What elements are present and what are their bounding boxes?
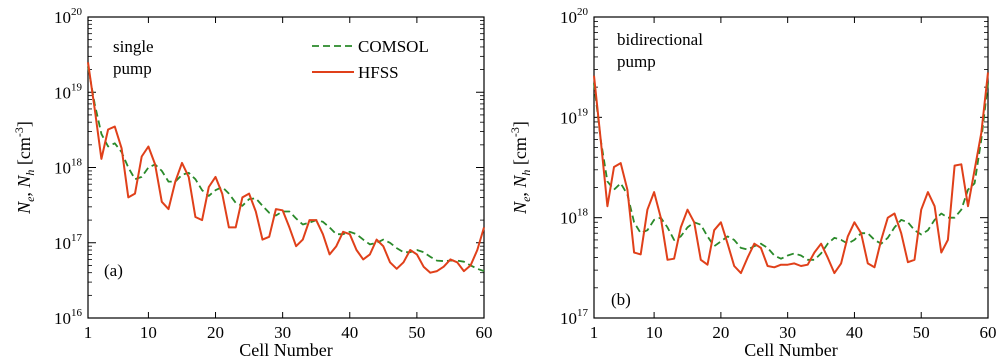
panel-label: (a) <box>104 261 123 280</box>
x-tick-label: 30 <box>779 323 796 342</box>
annotation-line: single <box>113 37 154 56</box>
x-tick-label: 50 <box>913 323 930 342</box>
x-tick-label: 1 <box>84 323 93 342</box>
x-tick-label: 40 <box>846 323 863 342</box>
y-axis-label: Ne, Nh [cm-3] <box>12 121 37 215</box>
x-axis-label: Cell Number <box>239 340 332 360</box>
x-tick-label: 10 <box>646 323 663 342</box>
x-tick-label: 60 <box>476 323 493 342</box>
legend-label-comsol: COMSOL <box>358 37 429 56</box>
series-line-comsol <box>87 66 485 272</box>
y-axis-label: Ne, Nh [cm-3] <box>508 121 533 215</box>
x-axis-label: Cell Number <box>744 340 837 360</box>
plot-frame <box>593 16 989 319</box>
annotation-line: pump <box>113 59 152 78</box>
series-line-hfss <box>87 62 485 274</box>
annotation-line: bidirectional <box>617 30 703 49</box>
x-tick-label: 20 <box>207 323 224 342</box>
y-tick-label: 1020 <box>560 6 589 27</box>
y-tick-label: 1016 <box>54 307 83 328</box>
x-tick-label: 30 <box>274 323 291 342</box>
series-line-hfss <box>593 72 989 275</box>
x-tick-label: 10 <box>140 323 157 342</box>
y-tick-label: 1018 <box>54 157 83 178</box>
legend-label-hfss: HFSS <box>358 63 399 82</box>
x-tick-label: 40 <box>341 323 358 342</box>
panel-label: (b) <box>611 290 631 309</box>
y-tick-label: 1019 <box>54 81 83 102</box>
y-tick-label: 1017 <box>560 307 589 328</box>
y-tick-label: 1020 <box>54 6 83 27</box>
y-tick-label: 1019 <box>560 106 589 127</box>
y-tick-label: 1018 <box>560 207 589 228</box>
annotation-line: pump <box>617 52 656 71</box>
y-tick-label: 1017 <box>54 232 83 253</box>
series-line-comsol <box>593 82 989 261</box>
x-tick-label: 1 <box>590 323 599 342</box>
x-tick-label: 50 <box>408 323 425 342</box>
x-tick-label: 20 <box>712 323 729 342</box>
x-tick-label: 60 <box>980 323 997 342</box>
